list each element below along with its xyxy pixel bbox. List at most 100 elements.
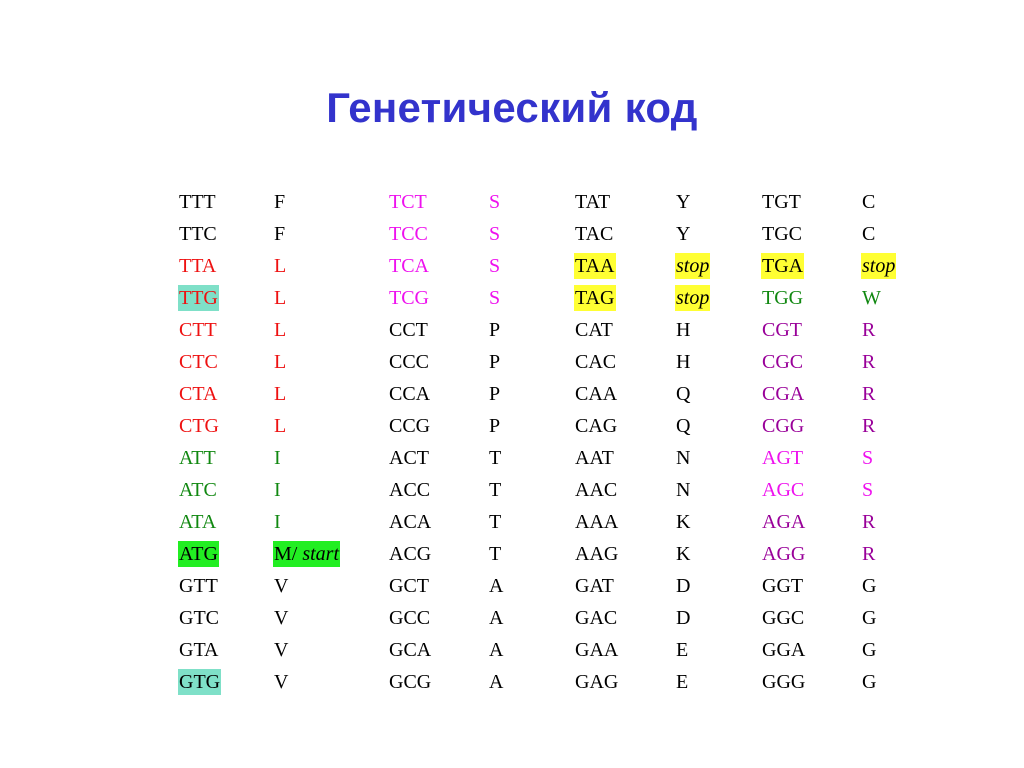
codon-cell: CCA: [389, 383, 431, 405]
amino-acid-cell: A: [489, 575, 504, 597]
codon-cell: GCT: [389, 575, 429, 597]
amino-acid-cell: S: [489, 223, 501, 245]
codon-cell: AGG: [762, 543, 806, 565]
table-row: GTT V GCT A GAT D GGT G: [0, 570, 1024, 602]
codon-cell: GAC: [575, 607, 618, 629]
codon-cell: CTC: [179, 351, 218, 373]
amino-acid-cell: A: [489, 671, 504, 693]
amino-acid-cell: V: [274, 639, 289, 661]
page-title: Генетический код: [326, 84, 698, 131]
amino-acid-cell: F: [274, 191, 286, 213]
codon-cell: TGC: [762, 223, 802, 245]
amino-acid-cell: I: [274, 479, 281, 501]
codon-cell: GGG: [762, 671, 806, 693]
amino-acid-cell: V: [274, 607, 289, 629]
codon-cell: TTC: [179, 223, 217, 245]
stop-label: stop: [861, 253, 897, 279]
amino-acid-cell: K: [676, 511, 691, 533]
codon-cell: TGG: [762, 287, 804, 309]
codon-cell: CGC: [762, 351, 804, 373]
amino-acid-cell: V: [274, 575, 289, 597]
codon-cell: ACC: [389, 479, 431, 501]
codon-cell: GGC: [762, 607, 805, 629]
codon-cell: ATA: [179, 511, 217, 533]
codon-cell: AAG: [575, 543, 619, 565]
amino-acid-cell: R: [862, 511, 876, 533]
table-row: TTG L TCG S TAG stop TGG W: [0, 282, 1024, 314]
amino-acid-cell: T: [489, 511, 502, 533]
table-row: TTA L TCA S TAA stop TGA stop: [0, 250, 1024, 282]
amino-acid-cell: L: [274, 383, 287, 405]
stop-codon-cell: TAG: [574, 285, 616, 311]
amino-acid-cell: S: [489, 255, 501, 277]
amino-acid-cell: T: [489, 543, 502, 565]
start-text: start: [302, 541, 340, 567]
amino-acid-cell: A: [489, 607, 504, 629]
codon-cell: GAT: [575, 575, 614, 597]
codon-cell: CAA: [575, 383, 618, 405]
table-row: TTT F TCT S TAT Y TGT C: [0, 186, 1024, 218]
amino-acid-cell: S: [862, 447, 874, 469]
amino-acid-cell: E: [676, 671, 689, 693]
amino-acid-cell: S: [489, 191, 501, 213]
amino-acid-cell: R: [862, 319, 876, 341]
codon-cell: AAA: [575, 511, 619, 533]
amino-acid-cell: L: [274, 287, 287, 309]
amino-acid-cell: Y: [676, 191, 691, 213]
amino-acid-cell: D: [676, 575, 691, 597]
amino-acid-cell: G: [862, 671, 877, 693]
amino-acid-cell: G: [862, 607, 877, 629]
amino-acid-cell: T: [489, 479, 502, 501]
codon-cell: AGA: [762, 511, 806, 533]
table-row: GTC V GCC A GAC D GGC G: [0, 602, 1024, 634]
amino-acid-cell: P: [489, 415, 501, 437]
amino-acid-cell: C: [862, 191, 876, 213]
amino-acid-cell: E: [676, 639, 689, 661]
amino-acid-cell: T: [489, 447, 502, 469]
amino-acid-cell: P: [489, 319, 501, 341]
codon-cell: AAC: [575, 479, 618, 501]
codon-cell: TTA: [179, 255, 217, 277]
amino-acid-cell: F: [274, 223, 286, 245]
codon-cell: GCG: [389, 671, 432, 693]
codon-cell: CTT: [179, 319, 217, 341]
codon-cell: TGT: [762, 191, 801, 213]
table-row: CTT L CCT P CAT H CGT R: [0, 314, 1024, 346]
amino-acid-cell: W: [862, 287, 881, 309]
table-row: CTA L CCA P CAA Q CGA R: [0, 378, 1024, 410]
codon-cell: ACA: [389, 511, 432, 533]
amino-acid-cell: G: [862, 575, 877, 597]
amino-acid-cell: G: [862, 639, 877, 661]
stop-label: stop: [675, 253, 711, 279]
codon-cell: CAT: [575, 319, 613, 341]
amino-acid-cell: D: [676, 607, 691, 629]
amino-acid-cell: I: [274, 511, 281, 533]
table-row: ATA I ACA T AAA K AGA R: [0, 506, 1024, 538]
table-row: TTC F TCC S TAC Y TGC C: [0, 218, 1024, 250]
codon-cell: TAT: [575, 191, 611, 213]
amino-acid-cell: Q: [676, 415, 691, 437]
codon-cell: TAC: [575, 223, 614, 245]
start-codon-cell: ATG: [178, 541, 219, 567]
amino-acid-cell: R: [862, 543, 876, 565]
stop-label: stop: [675, 285, 711, 311]
codon-cell: ATC: [179, 479, 217, 501]
codon-cell: CGA: [762, 383, 805, 405]
amino-acid-cell: V: [274, 671, 289, 693]
codon-cell: GTA: [179, 639, 219, 661]
codon-cell: AGT: [762, 447, 804, 469]
amino-acid-cell: S: [489, 287, 501, 309]
codon-cell: CGG: [762, 415, 805, 437]
amino-acid-label: M/: [274, 541, 298, 567]
codon-cell: ACG: [389, 543, 432, 565]
amino-acid-cell: R: [862, 415, 876, 437]
codon-cell: AAT: [575, 447, 614, 469]
table-row: GTG V GCG A GAG E GGG G: [0, 666, 1024, 698]
codon-cell: GAG: [575, 671, 619, 693]
amino-acid-cell: K: [676, 543, 691, 565]
codon-cell: GCC: [389, 607, 431, 629]
table-row: ATC I ACC T AAC N AGC S: [0, 474, 1024, 506]
codon-cell: CTG: [179, 415, 219, 437]
amino-acid-cell: A: [489, 639, 504, 661]
codon-cell: ATT: [179, 447, 216, 469]
